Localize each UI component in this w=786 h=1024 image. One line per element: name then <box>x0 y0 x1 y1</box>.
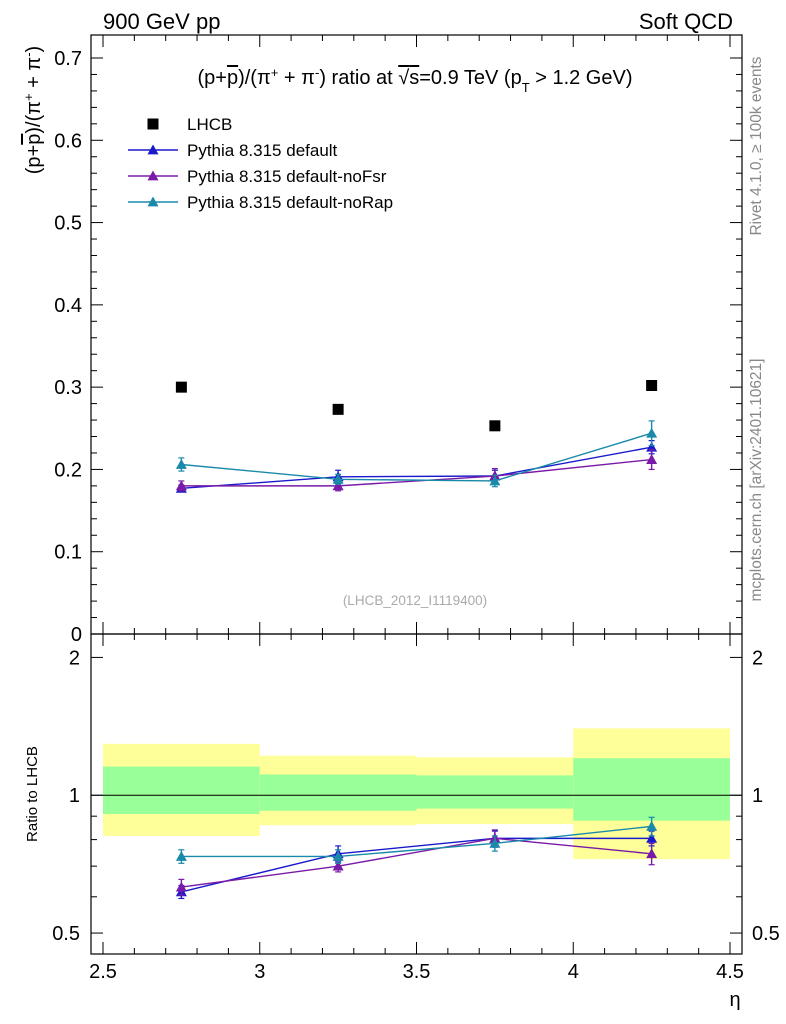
ratio-series-line <box>181 837 652 893</box>
ratio-y-tick-label-left: 0.5 <box>52 923 80 945</box>
ratio-series-point <box>175 881 187 892</box>
x-tick-label: 4 <box>568 961 579 983</box>
x-tick-label: 4.5 <box>716 961 744 983</box>
ratio-y-tick-label-right: 0.5 <box>752 923 780 945</box>
legend-label: Pythia 8.315 default <box>187 141 338 160</box>
series-point <box>332 480 344 491</box>
analysis-watermark: (LHCB_2012_I1119400) <box>343 593 487 608</box>
x-tick-label: 3 <box>254 961 265 983</box>
ratio-plot-series <box>175 816 658 900</box>
ratio-series-point <box>332 860 344 871</box>
x-axis-label: η <box>729 989 740 1011</box>
series-3 <box>175 420 658 488</box>
ratio-y-tick-label-right: 1 <box>752 785 763 807</box>
y-axis-label: (p+p)/(π+ + π-) <box>21 46 46 174</box>
lhcb-data-point <box>489 420 501 432</box>
main-plot-data-points <box>175 379 658 432</box>
y-tick-label: 0.7 <box>54 48 82 70</box>
ratio-series-point <box>646 832 658 843</box>
series-point <box>489 475 501 486</box>
ratio-band-stat-3 <box>416 775 574 809</box>
y-tick-label: 0.4 <box>54 295 82 317</box>
ratio-y-axis-label: Ratio to LHCB <box>24 746 41 842</box>
mcplots-label: mcplots.cern.ch [arXiv:2401.10621] <box>748 359 765 602</box>
ratio-y-tick-label-right: 2 <box>752 647 763 669</box>
series-point <box>332 473 344 484</box>
chart-title: (p+p)/(π+ + π-) ratio at √s=0.9 TeV (pT … <box>198 65 633 95</box>
ratio-series-3 <box>175 816 658 864</box>
series-line <box>181 432 652 482</box>
ratio-band-stat-1 <box>103 766 260 814</box>
legend-marker <box>147 170 159 181</box>
header-left-label: 900 GeV pp <box>103 9 220 34</box>
ratio-y-tick-label-left: 1 <box>69 785 80 807</box>
x-tick-label: 3.5 <box>403 961 431 983</box>
ratio-y-tick-label-left: 2 <box>69 647 80 669</box>
ratio-series-point <box>489 837 501 848</box>
ratio-band-stat-4 <box>573 758 730 821</box>
legend-label: Pythia 8.315 default-noFsr <box>187 167 387 186</box>
legend-label-lhcb: LHCB <box>187 115 232 134</box>
legend-marker-lhcb <box>147 118 159 130</box>
y-tick-label: 0.5 <box>54 213 82 235</box>
series-point <box>646 427 658 438</box>
ratio-series-point <box>175 850 187 861</box>
main-plot-series <box>175 420 658 493</box>
legend-label: Pythia 8.315 default-noRap <box>187 193 393 212</box>
lhcb-data-point <box>646 379 658 391</box>
lhcb-data-point <box>175 381 187 393</box>
axis-ticks <box>91 35 742 954</box>
y-tick-label: 0.3 <box>54 377 82 399</box>
ratio-series-point <box>332 850 344 861</box>
ratio-uncertainty-bands <box>91 728 742 860</box>
ratio-series-2 <box>175 829 658 896</box>
y-tick-label: 0 <box>71 624 82 646</box>
lhcb-data-point <box>332 403 344 415</box>
y-tick-label: 0.6 <box>54 130 82 152</box>
ratio-series-line <box>181 825 652 858</box>
series-line <box>181 458 652 487</box>
ratio-series-point <box>646 820 658 831</box>
x-tick-label: 2.5 <box>89 961 117 983</box>
ratio-series-point <box>646 848 658 859</box>
legend-marker <box>147 144 159 155</box>
y-tick-label: 0.1 <box>54 542 82 564</box>
series-point <box>646 454 658 464</box>
y-tick-label: 0.2 <box>54 459 82 481</box>
header-right-label: Soft QCD <box>639 9 733 34</box>
series-point <box>175 480 187 491</box>
axis-tick-labels: 2.5 3 3.5 4 4.5 0 0.1 0.2 0.3 0.4 0.5 0.6 0.7 0.5 0.5 1… <box>52 48 780 983</box>
ratio-band-stat-2 <box>259 774 417 811</box>
legend-marker <box>147 196 159 207</box>
series-point <box>175 458 187 469</box>
ratio-series-line <box>181 837 652 888</box>
legend: LHCB Pythia 8.315 default Pythia 8.315 def… <box>128 115 393 212</box>
series-line <box>181 446 652 490</box>
rivet-version-label: Rivet 4.1.0, ≥ 100k events <box>748 56 765 235</box>
